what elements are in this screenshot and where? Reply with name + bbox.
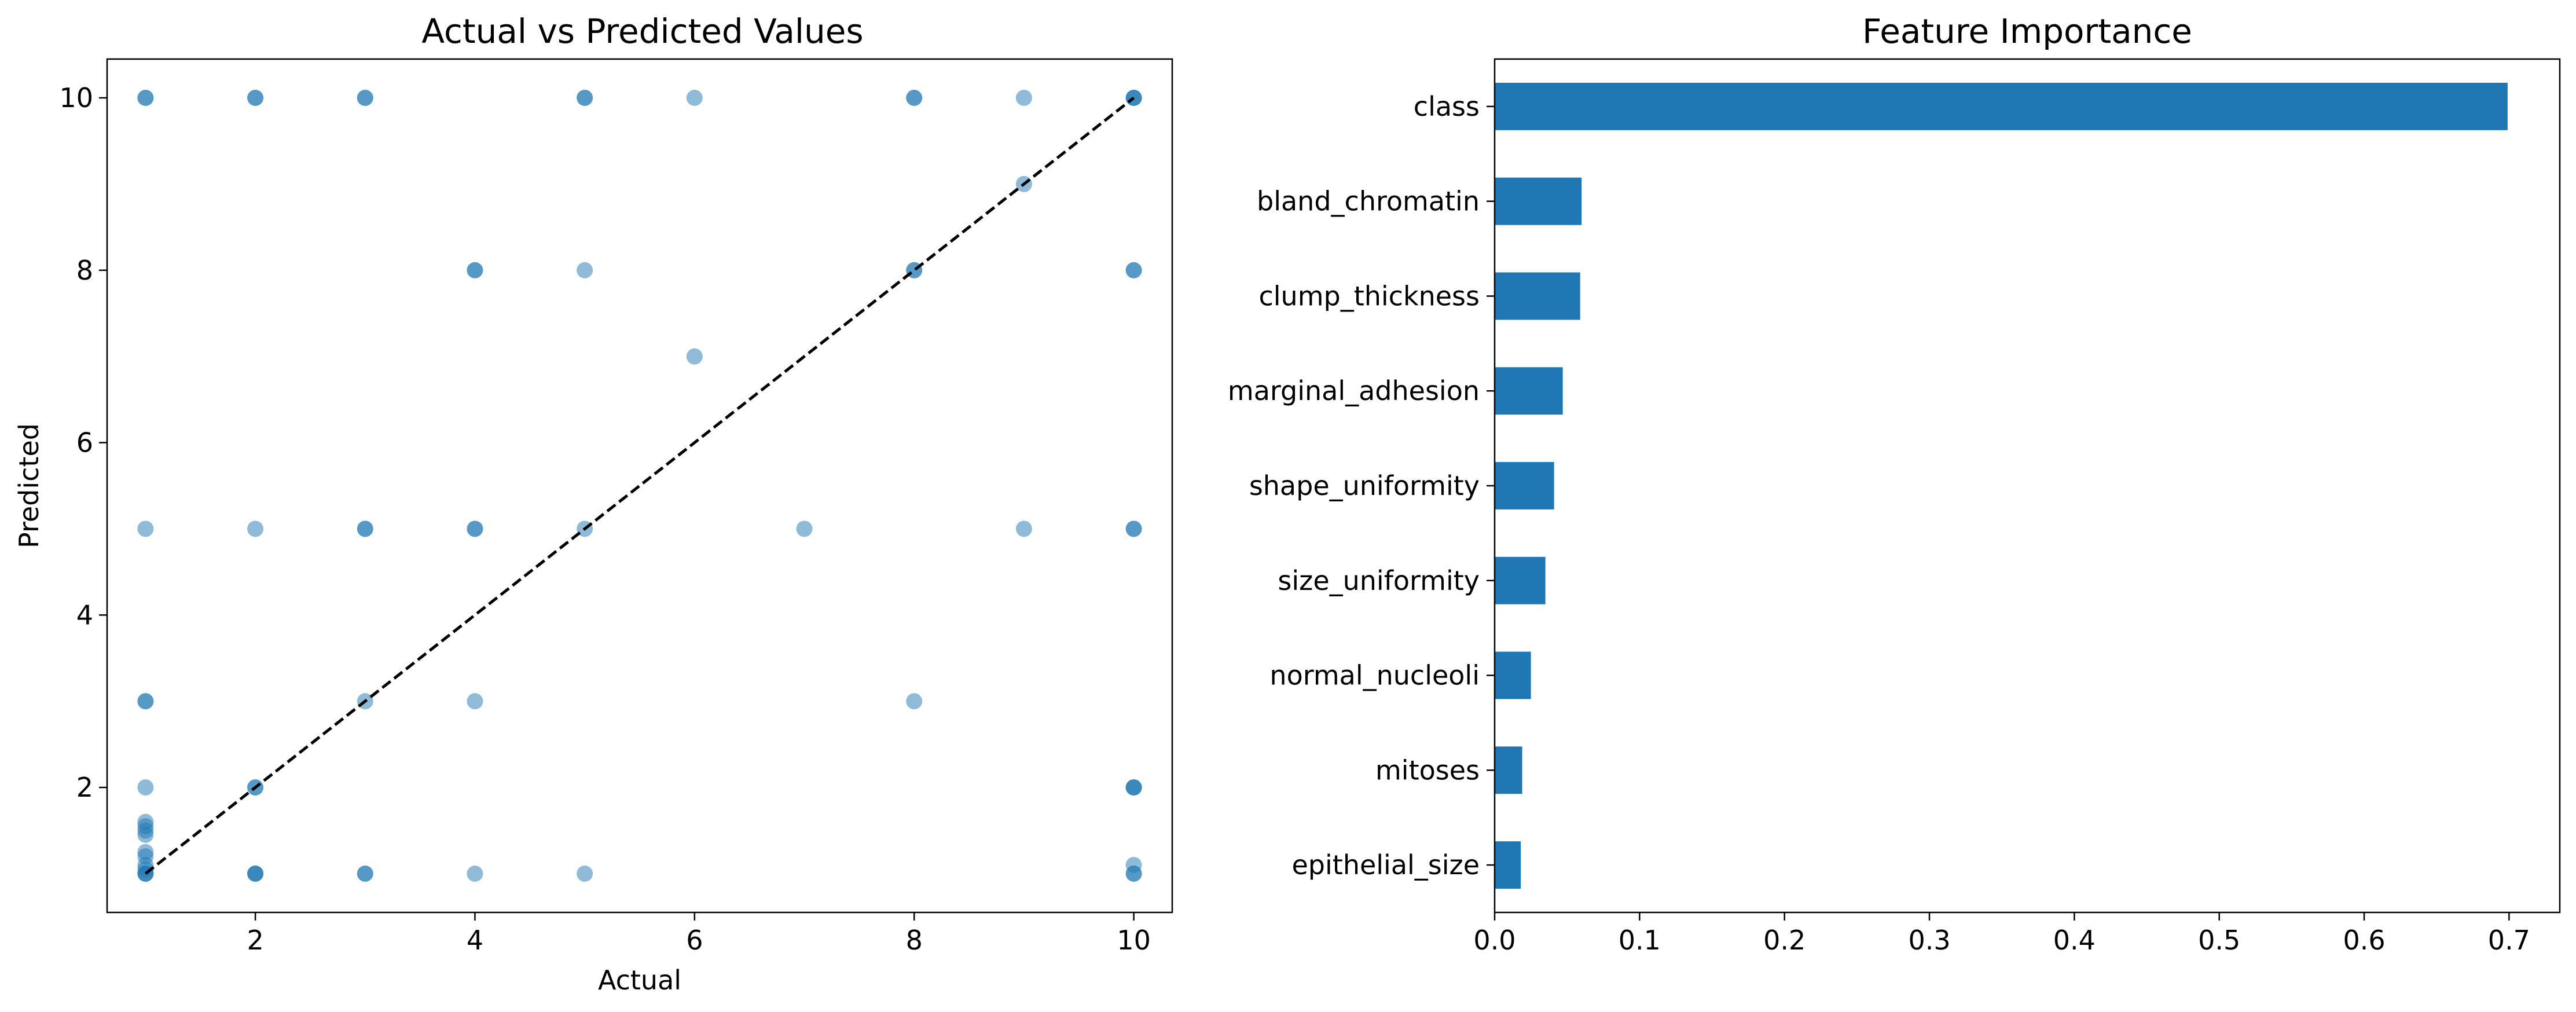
scatter-y-tick-label: 4 <box>76 599 93 630</box>
feature-importance-chart: Feature Importance classbland_chromatinc… <box>1228 12 2561 956</box>
bar-x-tick-label: 0.2 <box>1763 925 1806 956</box>
bar-category-label: class <box>1414 91 1480 122</box>
scatter-point <box>247 866 264 882</box>
scatter-point <box>577 262 593 278</box>
scatter-plot-frame <box>106 58 1173 914</box>
bar-marginal-adhesion <box>1495 367 1563 415</box>
scatter-point <box>686 348 703 365</box>
bar-x-tick-label: 0.6 <box>2343 925 2385 956</box>
bar-category-label: epithelial_size <box>1292 849 1480 881</box>
bar-category-label: bland_chromatin <box>1257 186 1480 217</box>
bar-x-tick-label: 0.7 <box>2488 925 2530 956</box>
reference-line <box>144 97 1135 875</box>
scatter-point <box>467 520 483 537</box>
scatter-point <box>686 90 703 106</box>
scatter-x-ticks: 2 4 6 8 10 <box>247 912 1151 956</box>
bar-size-uniformity <box>1495 556 1546 604</box>
scatter-point <box>137 827 154 843</box>
bars <box>1495 82 2508 889</box>
scatter-plot-area <box>107 59 1172 912</box>
bar-x-tick-label: 0.4 <box>2053 925 2096 956</box>
scatter-x-axis-label: Actual <box>598 965 681 996</box>
bar-x-tick-label: 0.0 <box>1473 925 1515 956</box>
scatter-point <box>467 866 483 882</box>
bar-x-tick-label: 0.5 <box>2198 925 2240 956</box>
bar-normal-nucleoli <box>1495 651 1531 699</box>
scatter-point <box>247 520 264 537</box>
bar-bland-chromatin <box>1495 177 1582 225</box>
scatter-point <box>467 262 483 278</box>
scatter-x-tick-label: 6 <box>686 925 703 956</box>
scatter-y-axis-label: Predicted <box>13 423 45 548</box>
scatter-x-tick-label: 8 <box>906 925 923 956</box>
bar-x-tick-label: 0.1 <box>1619 925 1661 956</box>
scatter-point <box>467 693 483 710</box>
bar-epithelial-size <box>1495 841 1521 889</box>
scatter-point <box>1125 262 1142 278</box>
scatter-x-tick-label: 4 <box>467 925 483 956</box>
scatter-point <box>1125 779 1142 796</box>
bar-value-ticks: 0.0 0.1 0.2 0.3 0.4 0.5 0.6 0.7 <box>1473 912 2530 956</box>
scatter-point <box>247 90 264 106</box>
scatter-y-tick-label: 2 <box>76 772 93 803</box>
scatter-point <box>1125 520 1142 537</box>
bar-category-label: size_uniformity <box>1278 565 1480 596</box>
bar-x-tick-label: 0.3 <box>1908 925 1950 956</box>
bar-category-label: clump_thickness <box>1258 280 1480 311</box>
scatter-point <box>357 520 373 537</box>
bar-category-label: marginal_adhesion <box>1228 375 1480 406</box>
scatter-point <box>357 866 373 882</box>
scatter-y-ticks: 2 4 6 8 10 <box>59 82 107 803</box>
bar-category-label: shape_uniformity <box>1249 470 1480 501</box>
bar-class <box>1495 82 2508 130</box>
bar-category-label: mitoses <box>1375 754 1480 786</box>
bar-category-ticks: class bland_chromatin clump_thicknessmargi… <box>1228 91 1495 881</box>
scatter-point <box>1015 90 1032 106</box>
scatter-y-tick-label: 6 <box>76 427 93 459</box>
scatter-point <box>137 520 154 537</box>
scatter-title: Actual vs Predicted Values <box>421 12 863 51</box>
bar-clump-thickness <box>1495 272 1580 320</box>
scatter-y-tick-label: 8 <box>76 255 93 286</box>
scatter-y-tick-label: 10 <box>59 82 93 113</box>
scatter-point <box>577 90 593 106</box>
scatter-x-tick-label: 10 <box>1117 925 1151 956</box>
scatter-point <box>906 693 923 710</box>
bar-title: Feature Importance <box>1862 12 2192 51</box>
scatter-point <box>577 866 593 882</box>
scatter-point <box>796 520 813 537</box>
bar-mitoses <box>1495 746 1522 794</box>
scatter-point <box>1015 520 1032 537</box>
bar-plot-area <box>1495 59 2560 912</box>
scatter-chart: Actual vs Predicted Values 2 4 6 8 10 2 4 6 8 10… <box>13 12 1173 996</box>
scatter-point <box>1125 866 1142 882</box>
scatter-x-tick-label: 2 <box>247 925 263 956</box>
scatter-point <box>906 90 923 106</box>
scatter-point <box>137 693 154 710</box>
bar-shape-uniformity <box>1495 462 1554 509</box>
scatter-point <box>137 90 154 106</box>
scatter-point <box>357 90 373 106</box>
bar-category-label: normal_nucleoli <box>1269 660 1480 691</box>
scatter-point <box>137 779 154 796</box>
